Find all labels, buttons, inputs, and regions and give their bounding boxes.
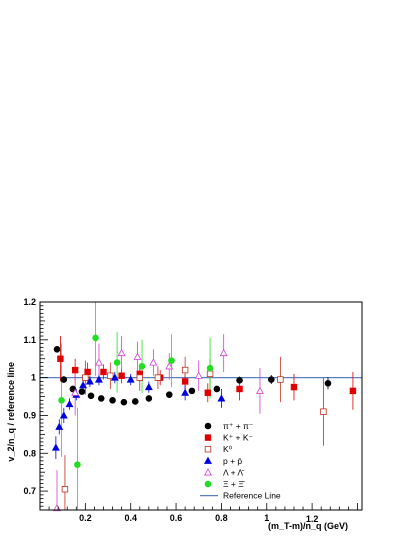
data-point <box>94 375 103 383</box>
data-point <box>60 376 68 383</box>
x-tick-label: 0.8 <box>215 513 228 523</box>
data-point <box>85 377 94 385</box>
y-axis-title: v_2/n_q / reference line <box>6 362 16 462</box>
legend-marker <box>204 456 212 464</box>
data-point <box>324 380 332 387</box>
data-point <box>277 376 284 383</box>
legend-label: Λ + Λ̄ <box>223 467 245 477</box>
x-axis-title: (m_T-m)/n_q (GeV) <box>268 521 348 531</box>
data-point <box>320 408 327 415</box>
data-point <box>194 371 203 379</box>
legend-marker <box>204 422 212 430</box>
data-point <box>126 375 135 383</box>
data-point <box>97 395 105 402</box>
data-point <box>120 398 128 406</box>
data-point <box>53 345 61 353</box>
data-point <box>117 348 126 357</box>
legend-label: K⁺ + K⁻ <box>223 433 254 443</box>
y-tick-label: 1.1 <box>23 335 36 345</box>
data-point <box>110 373 119 381</box>
data-point <box>290 383 298 391</box>
x-tick-label: 1.2 <box>306 514 319 524</box>
data-point <box>181 378 189 385</box>
data-point <box>74 461 81 468</box>
legend-label: π⁺ + π⁻ <box>223 421 254 431</box>
data-point <box>165 362 174 370</box>
data-point <box>138 362 146 370</box>
data-point <box>87 392 95 400</box>
legend-label: p + p̄ <box>223 456 242 466</box>
data-point <box>113 359 121 366</box>
legend-label: K⁰ <box>223 444 233 454</box>
data-point <box>61 485 69 493</box>
y-tick-label: 1 <box>31 373 36 383</box>
data-point <box>79 381 88 389</box>
legend-label: Ξ + Ξ̄ <box>223 479 246 489</box>
data-point <box>154 374 162 381</box>
data-point <box>84 368 91 376</box>
data-point <box>55 422 64 430</box>
data-point <box>133 352 142 360</box>
legend: π⁺ + π⁻ K⁺ + K⁻K⁰ p + p̄Λ + Λ̄ Ξ + Ξ̄ Refere… <box>200 421 281 501</box>
data-point <box>188 387 196 395</box>
data-point <box>255 386 264 394</box>
marker-layer <box>51 334 357 512</box>
data-point <box>217 394 226 402</box>
data-point <box>71 366 79 374</box>
data-point <box>71 388 80 396</box>
data-point <box>165 391 173 398</box>
data-point <box>168 357 175 364</box>
data-point <box>349 387 357 395</box>
data-point <box>53 503 61 512</box>
x-tick-label: 1 <box>264 513 269 523</box>
data-point <box>65 399 74 408</box>
data-point <box>206 364 214 372</box>
data-point <box>213 385 221 393</box>
data-point <box>58 397 65 404</box>
data-point <box>267 376 275 383</box>
data-point <box>219 348 228 357</box>
legend-marker <box>204 468 212 476</box>
legend-marker <box>204 480 212 488</box>
data-point <box>51 443 60 451</box>
plot-frame <box>39 301 363 511</box>
data-point <box>206 370 214 378</box>
data-point <box>204 389 212 396</box>
data-point <box>131 398 139 405</box>
data-point <box>57 355 64 362</box>
legend-reference-label: Reference Line <box>223 491 281 501</box>
data-point <box>100 368 107 376</box>
data-point <box>236 385 243 393</box>
data-point <box>107 372 114 379</box>
data-point <box>145 395 153 402</box>
data-point <box>59 411 68 419</box>
legend-marker <box>204 445 212 453</box>
data-point <box>149 358 158 366</box>
data-point <box>78 388 86 395</box>
data-point <box>236 376 243 384</box>
data-point <box>181 366 189 374</box>
data-point <box>109 397 116 404</box>
data-point <box>118 372 125 379</box>
y-tick-label: 0.9 <box>23 410 36 420</box>
y-tick-label: 1.2 <box>23 297 36 307</box>
y-tick-label: 0.8 <box>23 448 36 458</box>
data-point <box>94 358 103 366</box>
axis-layer: 0.2 0.4 0.6 0.8 1 1.2 0.7 0.8 0.9 1 1.1 1.2 <box>23 297 363 524</box>
y-tick-label: 0.7 <box>23 486 36 496</box>
data-point <box>82 374 89 381</box>
data-point <box>144 382 153 391</box>
x-tick-label: 0.4 <box>124 513 137 523</box>
x-tick-label: 0.6 <box>170 513 183 523</box>
legend-marker <box>204 434 212 441</box>
x-tick-label: 0.2 <box>79 513 92 523</box>
data-point <box>136 374 143 381</box>
data-point <box>92 334 99 342</box>
data-point <box>181 388 190 396</box>
